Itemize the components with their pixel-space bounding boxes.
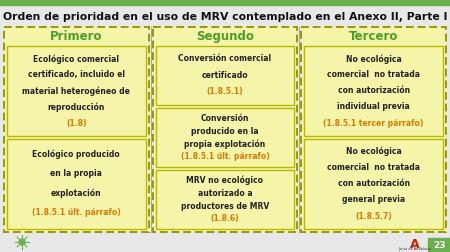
FancyBboxPatch shape	[156, 47, 294, 106]
FancyBboxPatch shape	[7, 47, 146, 137]
Text: comercial  no tratada: comercial no tratada	[327, 163, 420, 172]
Text: producido en la: producido en la	[191, 126, 259, 135]
Text: No ecológica: No ecológica	[346, 54, 401, 63]
FancyBboxPatch shape	[156, 109, 294, 167]
Text: MRV no ecológico: MRV no ecológico	[186, 175, 264, 184]
Text: Ecológico producido: Ecológico producido	[32, 149, 120, 158]
Text: Junta de Andalucía: Junta de Andalucía	[398, 246, 432, 250]
Text: en la propia: en la propia	[50, 169, 102, 178]
Text: general previa: general previa	[342, 195, 405, 204]
Text: No ecológica: No ecológica	[346, 146, 401, 156]
Text: productores de MRV: productores de MRV	[181, 201, 269, 210]
Text: material heterogéneo de: material heterogéneo de	[22, 86, 130, 95]
Bar	[0, 0, 450, 6]
Text: (1.8.6): (1.8.6)	[211, 214, 239, 223]
Text: autorizado a: autorizado a	[198, 188, 252, 197]
FancyBboxPatch shape	[302, 28, 446, 232]
Text: con autorización: con autorización	[338, 86, 410, 95]
FancyBboxPatch shape	[7, 139, 146, 229]
Text: reproducción: reproducción	[48, 102, 105, 111]
Text: (1.8.5.1 últ. párrafo): (1.8.5.1 últ. párrafo)	[32, 208, 121, 216]
Text: Orden de prioridad en el uso de MRV contemplado en el Anexo II, Parte I: Orden de prioridad en el uso de MRV cont…	[3, 12, 447, 22]
Text: certificado: certificado	[202, 71, 248, 80]
Text: con autorización: con autorización	[338, 179, 410, 188]
Text: Ecológico comercial: Ecológico comercial	[33, 54, 119, 63]
Text: (1.8.5.1): (1.8.5.1)	[207, 87, 243, 96]
Text: A: A	[410, 238, 420, 250]
Text: Segundo: Segundo	[196, 29, 254, 42]
Text: (1.8.5.1 tercer párrafo): (1.8.5.1 tercer párrafo)	[324, 118, 424, 127]
Text: (1.8.5.7): (1.8.5.7)	[356, 211, 392, 220]
Text: propia explotación: propia explotación	[184, 139, 266, 148]
FancyBboxPatch shape	[153, 28, 297, 232]
FancyBboxPatch shape	[4, 28, 149, 232]
Text: certificado, incluido el: certificado, incluido el	[28, 70, 125, 79]
Text: comercial  no tratada: comercial no tratada	[327, 70, 420, 79]
Bar	[428, 238, 450, 252]
Text: Primero: Primero	[50, 29, 103, 42]
Text: explotación: explotación	[51, 188, 102, 197]
Circle shape	[19, 239, 25, 245]
FancyBboxPatch shape	[156, 170, 294, 229]
FancyBboxPatch shape	[304, 47, 443, 137]
Text: (1.8.5.1 últ. párrafo): (1.8.5.1 últ. párrafo)	[180, 152, 270, 161]
Text: Conversión: Conversión	[201, 114, 249, 122]
Text: Conversión comercial: Conversión comercial	[179, 54, 271, 63]
FancyBboxPatch shape	[304, 139, 443, 229]
Text: 23: 23	[433, 241, 445, 249]
Text: individual previa: individual previa	[338, 102, 410, 111]
Text: (1.8): (1.8)	[66, 118, 86, 127]
Text: Tercero: Tercero	[349, 29, 398, 42]
